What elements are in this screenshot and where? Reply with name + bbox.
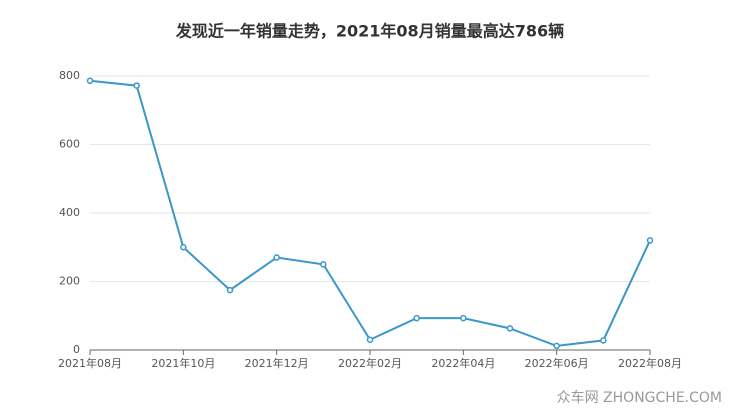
y-tick-label: 800 (59, 69, 80, 82)
point (180, 244, 187, 251)
chart-title: 发现近一年销量走势，2021年08月销量最高达786辆 (175, 22, 564, 41)
y-tick-label: 0 (73, 343, 80, 356)
point (646, 237, 654, 244)
point (273, 254, 280, 261)
point (413, 314, 420, 322)
x-tick-label: 2021年08月 (58, 356, 122, 370)
point (133, 82, 140, 89)
x-tick-label: 2021年12月 (245, 356, 309, 370)
x-tick-label: 2022年08月 (618, 356, 682, 370)
point (86, 77, 94, 85)
y-tick-label: 600 (59, 138, 80, 151)
point (460, 314, 467, 322)
point (506, 325, 514, 332)
point (366, 336, 374, 343)
y-tick-label: 400 (59, 206, 80, 219)
point (553, 342, 560, 350)
point (226, 286, 234, 294)
x-tick-label: 2022年04月 (431, 356, 495, 370)
y-tick-label: 200 (59, 275, 80, 288)
point (600, 337, 607, 344)
x-tick-label: 2022年02月 (338, 356, 402, 370)
watermark: 众车网 ZHONGCHE.COM (557, 389, 722, 406)
x-tick-label: 2022年06月 (525, 356, 589, 370)
x-tick-label: 2021年10月 (151, 356, 215, 370)
point (320, 261, 327, 268)
